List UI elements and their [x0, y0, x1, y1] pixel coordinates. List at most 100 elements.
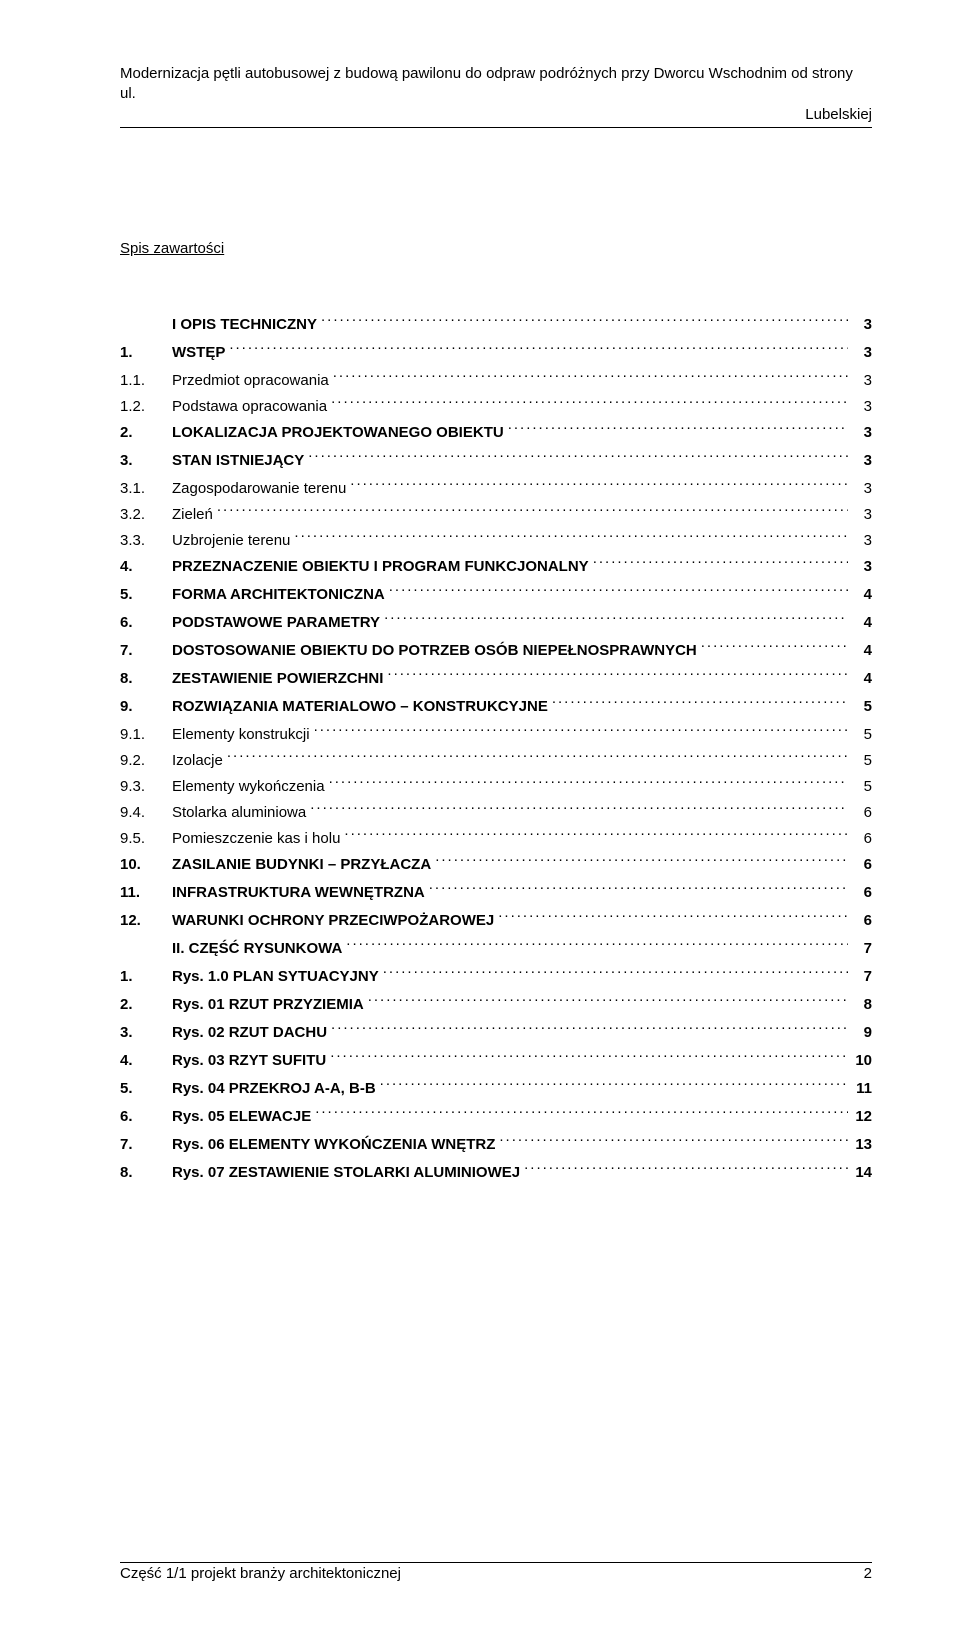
toc-row: 9.2.Izolacje5 — [120, 749, 872, 773]
footer-left-text: Część 1/1 projekt branży architektoniczn… — [120, 1565, 401, 1582]
toc-leader — [227, 750, 848, 765]
toc-entry-number: 8. — [120, 667, 172, 691]
toc-entry-page: 3 — [848, 313, 872, 337]
toc-entry-page: 4 — [848, 583, 872, 607]
toc-leader — [330, 1050, 848, 1065]
toc-entry-number: 2. — [120, 421, 172, 445]
toc-entry-number: 3.1. — [120, 477, 172, 501]
toc-entry-page: 6 — [848, 881, 872, 905]
toc-leader — [380, 1078, 848, 1093]
toc-entry-page: 9 — [848, 1021, 872, 1045]
page: Modernizacja pętli autobusowej z budową … — [0, 0, 960, 1630]
toc-leader — [329, 776, 848, 791]
header-line-1: Modernizacja pętli autobusowej z budową … — [120, 64, 872, 105]
toc-entry-label: Rys. 02 RZUT DACHU — [172, 1021, 331, 1045]
toc-row: 3.1.Zagospodarowanie terenu 3 — [120, 477, 872, 501]
toc-entry-page: 13 — [848, 1133, 872, 1157]
toc-entry-number: 3. — [120, 449, 172, 473]
toc-entry-page: 11 — [848, 1077, 872, 1101]
toc-entry-number: 7. — [120, 1133, 172, 1157]
toc-entry-page: 3 — [848, 529, 872, 553]
toc-entry-number: 11. — [120, 881, 172, 905]
toc-row: 6.Rys. 05 ELEWACJE12 — [120, 1105, 872, 1129]
toc-leader — [593, 556, 848, 571]
toc-entry-number: 7. — [120, 639, 172, 663]
toc-row: 9.4.Stolarka aluminiowa6 — [120, 801, 872, 825]
toc-entry-label: PRZEZNACZENIE OBIEKTU I PROGRAM FUNKCJON… — [172, 555, 593, 579]
toc-row: 9.ROZWIĄZANIA MATERIALOWO – KONSTRUKCYJN… — [120, 695, 872, 719]
toc-entry-page: 3 — [848, 369, 872, 393]
toc-entry-page: 3 — [848, 477, 872, 501]
toc-row: 2.LOKALIZACJA PROJEKTOWANEGO OBIEKTU3 — [120, 421, 872, 445]
toc-row: 6.PODSTAWOWE PARAMETRY4 — [120, 611, 872, 635]
toc-entry-page: 5 — [848, 723, 872, 747]
toc-row: 1.2.Podstawa opracowania3 — [120, 395, 872, 419]
toc-entry-label: Rys. 01 RZUT PRZYZIEMIA — [172, 993, 368, 1017]
toc-row: 10.ZASILANIE BUDYNKI – PRZYŁACZA6 — [120, 853, 872, 877]
toc-row: I OPIS TECHNICZNY3 — [120, 313, 872, 337]
toc-entry-label: ZESTAWIENIE POWIERZCHNI — [172, 667, 387, 691]
toc-leader — [435, 854, 848, 869]
toc-entry-label: ROZWIĄZANIA MATERIALOWO – KONSTRUKCYJNE — [172, 695, 552, 719]
toc-entry-page: 6 — [848, 801, 872, 825]
toc-row: 9.3.Elementy wykończenia5 — [120, 775, 872, 799]
toc-row: 3.2.Zieleń3 — [120, 503, 872, 527]
toc-leader — [552, 696, 848, 711]
toc-row: 1.Rys. 1.0 PLAN SYTUACYJNY7 — [120, 965, 872, 989]
toc-row: 5.Rys. 04 PRZEKROJ A-A, B-B 11 — [120, 1077, 872, 1101]
toc-entry-label: Rys. 04 PRZEKROJ A-A, B-B — [172, 1077, 380, 1101]
toc-entry-page: 5 — [848, 749, 872, 773]
toc-row: 1.1.Przedmiot opracowania3 — [120, 369, 872, 393]
toc-leader — [499, 1134, 848, 1149]
toc-entry-page: 6 — [848, 853, 872, 877]
toc-entry-page: 5 — [848, 775, 872, 799]
toc-row: 7.Rys. 06 ELEMENTY WYKOŃCZENIA WNĘTRZ13 — [120, 1133, 872, 1157]
toc-row: 7.DOSTOSOWANIE OBIEKTU DO POTRZEB OSÓB N… — [120, 639, 872, 663]
toc-entry-page: 3 — [848, 395, 872, 419]
toc-entry-label: Uzbrojenie terenu — [172, 529, 294, 553]
toc-leader — [346, 938, 848, 953]
toc-entry-page: 8 — [848, 993, 872, 1017]
toc-leader — [524, 1162, 848, 1177]
toc-entry-number: 9.5. — [120, 827, 172, 851]
toc-entry-page: 6 — [848, 827, 872, 851]
toc-entry-number: 1.2. — [120, 395, 172, 419]
toc-entry-page: 5 — [848, 695, 872, 719]
toc-entry-number: 9. — [120, 695, 172, 719]
toc-entry-page: 10 — [848, 1049, 872, 1073]
toc-leader — [387, 668, 848, 683]
footer-page-number: 2 — [864, 1565, 872, 1582]
toc-leader — [389, 584, 848, 599]
toc-entry-page: 3 — [848, 421, 872, 445]
toc-entry-page: 7 — [848, 965, 872, 989]
toc-leader — [294, 530, 848, 545]
toc-entry-label: FORMA ARCHITEKTONICZNA — [172, 583, 389, 607]
toc-entry-number: 5. — [120, 1077, 172, 1101]
toc-leader — [315, 1106, 848, 1121]
toc-entry-label: Zieleń — [172, 503, 217, 527]
toc-entry-number: 9.3. — [120, 775, 172, 799]
toc-entry-number: 2. — [120, 993, 172, 1017]
toc-entry-page: 3 — [848, 555, 872, 579]
toc-entry-number: 10. — [120, 853, 172, 877]
toc-entry-number: 6. — [120, 611, 172, 635]
toc-entry-page: 3 — [848, 341, 872, 365]
toc-row: 11.INFRASTRUKTURA WEWNĘTRZNA6 — [120, 881, 872, 905]
toc-entry-label: DOSTOSOWANIE OBIEKTU DO POTRZEB OSÓB NIE… — [172, 639, 701, 663]
toc-leader — [331, 396, 848, 411]
toc-row: 4.PRZEZNACZENIE OBIEKTU I PROGRAM FUNKCJ… — [120, 555, 872, 579]
footer: Część 1/1 projekt branży architektoniczn… — [120, 1562, 872, 1582]
toc-entry-page: 3 — [848, 449, 872, 473]
toc-entry-number: 3.3. — [120, 529, 172, 553]
toc-entry-number: 5. — [120, 583, 172, 607]
toc-entry-label: STAN ISTNIEJĄCY — [172, 449, 308, 473]
toc-leader — [368, 994, 848, 1009]
toc-entry-label: WSTĘP — [172, 341, 229, 365]
toc-leader — [701, 640, 848, 655]
toc-entry-label: PODSTAWOWE PARAMETRY — [172, 611, 384, 635]
toc-leader — [331, 1022, 848, 1037]
toc-entry-label: Zagospodarowanie terenu — [172, 477, 350, 501]
toc-row: 9.5.Pomieszczenie kas i holu6 — [120, 827, 872, 851]
toc-leader — [333, 370, 848, 385]
toc-leader — [344, 828, 848, 843]
